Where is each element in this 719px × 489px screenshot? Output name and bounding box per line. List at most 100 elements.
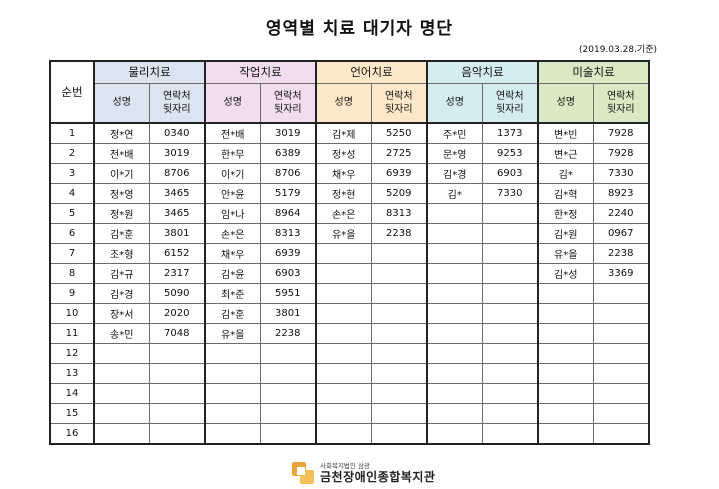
group-music-therapy: 음악치료	[426, 60, 539, 84]
patient-name-cell: 임*나	[204, 203, 261, 224]
row-number: 2	[49, 143, 95, 164]
patient-name-cell	[426, 383, 483, 404]
row-number: 14	[49, 383, 95, 404]
phone-suffix-cell	[481, 363, 539, 384]
patient-name-cell: 정*연	[93, 122, 150, 144]
patient-name-cell	[93, 363, 150, 384]
patient-name-cell: 이*기	[93, 163, 150, 184]
row-number: 15	[49, 403, 95, 424]
row-number: 6	[49, 223, 95, 244]
patient-name-cell: 김*성	[537, 263, 594, 284]
number-header: 순번	[49, 60, 95, 124]
patient-name-cell: 정*영	[93, 183, 150, 204]
patient-name-cell	[537, 343, 594, 364]
row-number: 11	[49, 323, 95, 344]
reference-date: (2019.03.28.기준)	[579, 45, 657, 55]
phone-suffix-cell: 2725	[370, 143, 428, 164]
phone-column-header: 연락처 뒷자리	[481, 82, 539, 124]
phone-suffix-cell: 8313	[259, 223, 317, 244]
patient-name-cell: 김*제	[315, 122, 372, 144]
patient-name-cell	[426, 223, 483, 244]
phone-suffix-cell: 2240	[592, 203, 650, 224]
phone-suffix-cell	[481, 303, 539, 324]
patient-name-cell	[315, 383, 372, 404]
phone-suffix-cell: 3019	[259, 122, 317, 144]
patient-name-cell	[426, 303, 483, 324]
patient-name-cell	[537, 323, 594, 344]
phone-suffix-cell	[370, 283, 428, 304]
phone-suffix-cell: 6389	[259, 143, 317, 164]
row-number: 16	[49, 423, 95, 445]
phone-suffix-cell	[370, 403, 428, 424]
patient-name-cell: 채*우	[204, 243, 261, 264]
name-column-header: 성명	[537, 82, 594, 124]
phone-suffix-cell	[148, 423, 206, 445]
phone-suffix-cell	[481, 323, 539, 344]
patient-name-cell: 유*을	[204, 323, 261, 344]
phone-suffix-cell	[481, 263, 539, 284]
patient-name-cell: 김*윤	[204, 263, 261, 284]
patient-name-cell	[204, 343, 261, 364]
phone-suffix-cell	[370, 303, 428, 324]
patient-name-cell	[204, 363, 261, 384]
phone-suffix-cell: 7330	[481, 183, 539, 204]
phone-suffix-cell	[481, 243, 539, 264]
table-row: 15	[49, 403, 650, 424]
phone-suffix-cell	[592, 363, 650, 384]
phone-suffix-cell	[370, 263, 428, 284]
patient-name-cell	[315, 423, 372, 445]
phone-suffix-cell: 6939	[259, 243, 317, 264]
table-row: 10 장*서 2020 김*훈 3801	[49, 303, 650, 324]
row-number: 8	[49, 263, 95, 284]
phone-suffix-cell	[592, 323, 650, 344]
patient-name-cell: 김*	[537, 163, 594, 184]
patient-name-cell	[537, 383, 594, 404]
row-number: 7	[49, 243, 95, 264]
phone-suffix-cell: 8964	[259, 203, 317, 224]
patient-name-cell	[315, 343, 372, 364]
phone-suffix-cell: 8706	[148, 163, 206, 184]
patient-name-cell	[537, 303, 594, 324]
patient-name-cell: 정*현	[315, 183, 372, 204]
patient-name-cell	[426, 263, 483, 284]
organization-name: 금천장애인종합복지관	[320, 470, 436, 485]
table-row: 2 전*배 3019 한*무 6389 정*성 2725 문*영 9253 변*근 7928	[49, 143, 650, 164]
phone-suffix-cell: 9253	[481, 143, 539, 164]
name-column-header: 성명	[204, 82, 261, 124]
phone-suffix-cell: 3801	[259, 303, 317, 324]
row-number: 3	[49, 163, 95, 184]
patient-name-cell: 김*훈	[204, 303, 261, 324]
phone-suffix-cell	[148, 343, 206, 364]
phone-suffix-cell	[370, 363, 428, 384]
patient-name-cell: 유*을	[315, 223, 372, 244]
row-number: 9	[49, 283, 95, 304]
patient-name-cell: 이*기	[204, 163, 261, 184]
phone-column-header: 연락처 뒷자리	[148, 82, 206, 124]
patient-name-cell: 한*무	[204, 143, 261, 164]
row-number: 4	[49, 183, 95, 204]
row-number: 1	[49, 122, 95, 144]
phone-suffix-cell: 5209	[370, 183, 428, 204]
table-row: 16	[49, 423, 650, 445]
phone-suffix-cell: 6152	[148, 243, 206, 264]
patient-name-cell: 김*규	[93, 263, 150, 284]
group-header-row: 순번 물리치료 작업치료 언어치료 음악치료 미술치료	[49, 60, 650, 124]
phone-suffix-cell	[148, 363, 206, 384]
phone-column-header: 연락처 뒷자리	[259, 82, 317, 124]
phone-suffix-cell: 6903	[481, 163, 539, 184]
patient-name-cell	[426, 363, 483, 384]
phone-suffix-cell: 8706	[259, 163, 317, 184]
patient-name-cell: 김*	[426, 183, 483, 204]
phone-suffix-cell	[259, 403, 317, 424]
phone-suffix-cell: 3369	[592, 263, 650, 284]
phone-suffix-cell	[481, 423, 539, 445]
phone-suffix-cell	[592, 343, 650, 364]
patient-name-cell	[93, 343, 150, 364]
phone-suffix-cell: 2317	[148, 263, 206, 284]
patient-name-cell: 김*원	[537, 223, 594, 244]
page-title: 영역별 치료 대기자 명단	[265, 19, 454, 39]
phone-suffix-cell: 2020	[148, 303, 206, 324]
phone-suffix-cell	[481, 403, 539, 424]
row-number: 13	[49, 363, 95, 384]
phone-suffix-cell	[148, 403, 206, 424]
